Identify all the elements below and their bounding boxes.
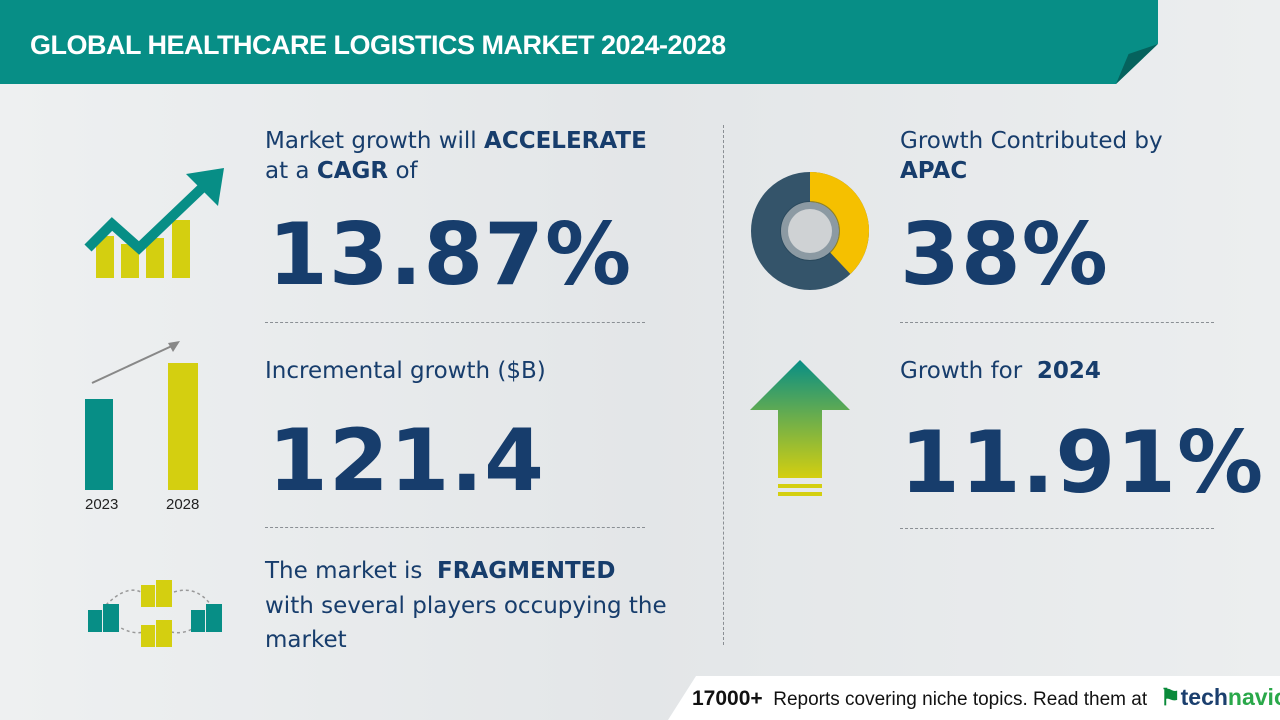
vertical-divider xyxy=(723,125,724,645)
bar-growth-icon xyxy=(85,341,198,490)
donut-share-segment xyxy=(809,172,869,274)
divider xyxy=(900,322,1214,323)
incremental-value: 121.4 xyxy=(268,411,546,511)
cagr-label-line2: at a CAGR of xyxy=(265,158,418,184)
cagr-label-line1: Market growth will ACCELERATE xyxy=(265,128,647,154)
incremental-label: Incremental growth ($B) xyxy=(265,358,546,384)
region-label: Growth Contributed by xyxy=(900,128,1163,154)
footer-text: 17000+ Reports covering niche topics. Re… xyxy=(692,687,1148,710)
up-arrow-icon xyxy=(750,360,850,496)
fragmented-line1: The market is FRAGMENTED xyxy=(265,558,616,584)
cagr-value: 13.87% xyxy=(268,205,633,305)
trend-up-chart-icon xyxy=(84,168,224,278)
fragmented-line3: market xyxy=(265,627,347,653)
divider xyxy=(265,527,645,528)
header-banner xyxy=(0,0,1158,84)
yoy-label: Growth for 2024 xyxy=(900,358,1101,384)
page-title: GLOBAL HEALTHCARE LOGISTICS MARKET 2024-… xyxy=(30,30,726,60)
donut-icon xyxy=(751,172,869,290)
year-label-2028: 2028 xyxy=(166,496,200,513)
yoy-value: 11.91% xyxy=(900,413,1265,513)
divider xyxy=(265,322,645,323)
region-value: 38% xyxy=(900,205,1109,305)
region-name: APAC xyxy=(900,158,968,184)
divider xyxy=(900,528,1214,529)
year-label-2023: 2023 xyxy=(85,496,119,513)
technavio-logo[interactable]: ⚑technavio xyxy=(1160,684,1280,710)
logo-flag-icon: ⚑ xyxy=(1160,684,1181,710)
fragmented-line2: with several players occupying the xyxy=(265,593,667,619)
footer-bar xyxy=(668,676,1280,720)
buildings-network-icon xyxy=(88,580,222,647)
